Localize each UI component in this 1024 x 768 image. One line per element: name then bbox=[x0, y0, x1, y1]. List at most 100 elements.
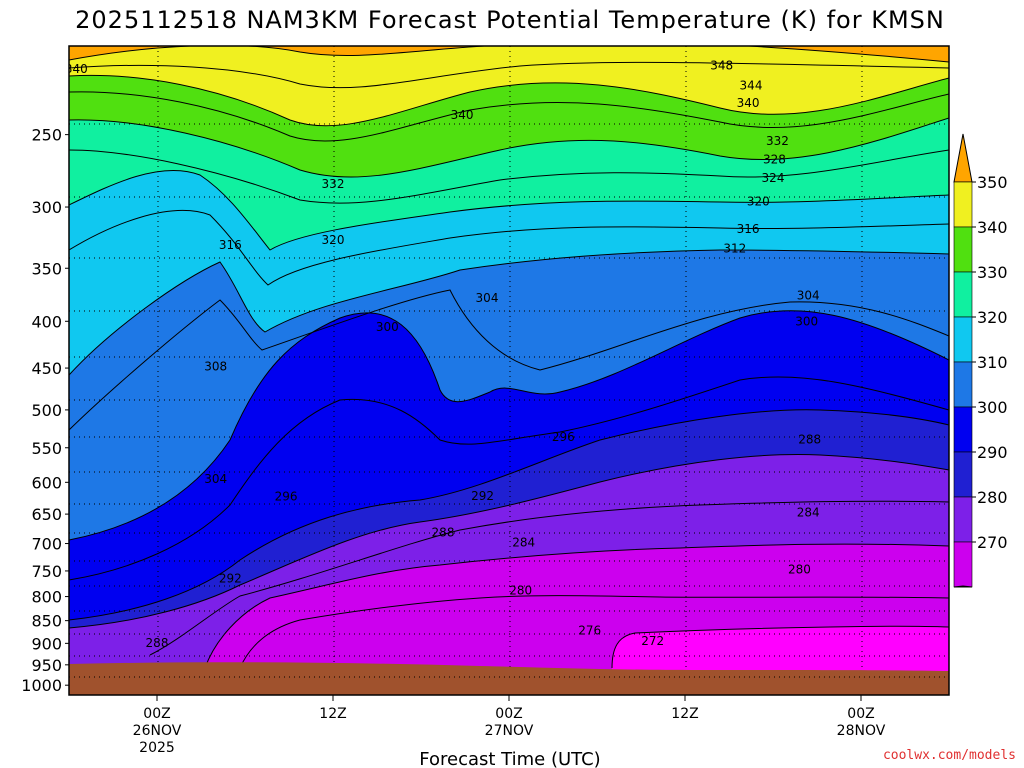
contour-label: 284 bbox=[512, 535, 535, 549]
colorbar-label: 330 bbox=[977, 263, 1008, 282]
contour-label: 332 bbox=[766, 134, 789, 148]
contour-label: 280 bbox=[788, 562, 811, 576]
contour-label: 316 bbox=[219, 238, 242, 252]
colorbar-arrow-bottom bbox=[953, 585, 973, 588]
colorbar-segment bbox=[953, 271, 973, 318]
isentrope-line bbox=[69, 453, 949, 629]
contour-label: 272 bbox=[641, 634, 664, 648]
x-axis-title: Forecast Time (UTC) bbox=[419, 749, 600, 768]
plot-area: 340 348 344 340 340 332 328 324 332 320 316 320 316 3… bbox=[69, 46, 949, 695]
colorbar-arrow-top bbox=[953, 133, 973, 183]
isentrope-line bbox=[69, 169, 949, 251]
contour-label: 304 bbox=[204, 472, 227, 486]
contour-label: 292 bbox=[471, 489, 494, 503]
isentrope-line bbox=[69, 289, 949, 431]
x-tick-label: 2025 bbox=[139, 740, 175, 756]
y-axis: 250 300 350 400 450 500 550 600 650 700 750 800 850 9… bbox=[21, 126, 69, 695]
colorbar-segment bbox=[953, 496, 973, 543]
contour-label: 276 bbox=[578, 623, 601, 637]
contour-label: 288 bbox=[432, 526, 455, 540]
isentrope-line bbox=[149, 500, 949, 656]
x-tick-label: 00Z bbox=[847, 706, 874, 722]
y-tick-label: 800 bbox=[31, 588, 62, 607]
contour-label: 284 bbox=[797, 505, 820, 519]
colorbar-label: 270 bbox=[977, 533, 1008, 552]
isentrope-line bbox=[69, 310, 949, 541]
isentrope-line bbox=[69, 74, 949, 127]
x-tick-label: 28NOV bbox=[837, 723, 886, 739]
y-tick-label: 400 bbox=[31, 312, 62, 331]
colorbar-segment bbox=[953, 316, 973, 363]
y-tick-label: 750 bbox=[31, 562, 62, 581]
isentrope-line bbox=[69, 249, 949, 376]
isentrope-line bbox=[204, 543, 949, 669]
grid-lines bbox=[69, 46, 949, 695]
contour-label: 280 bbox=[509, 584, 532, 598]
contour-label: 296 bbox=[275, 490, 298, 504]
isentrope-line bbox=[69, 409, 949, 621]
contour-label: 348 bbox=[710, 58, 733, 72]
x-tick-label: 00Z bbox=[495, 706, 522, 722]
colorbar-segment bbox=[953, 361, 973, 408]
contour-label: 320 bbox=[322, 233, 345, 247]
contour-label: 300 bbox=[376, 320, 399, 334]
contour-label: 340 bbox=[737, 96, 760, 110]
y-tick-label: 350 bbox=[31, 259, 62, 278]
x-tick-label: 26NOV bbox=[133, 723, 182, 739]
x-tick-label: 12Z bbox=[319, 706, 346, 722]
isentrope-line bbox=[239, 595, 949, 669]
colorbar-segment bbox=[953, 406, 973, 453]
isentrope-line bbox=[69, 46, 949, 63]
contour-label: 288 bbox=[798, 433, 821, 447]
y-tick-label: 450 bbox=[31, 359, 62, 378]
colorbar-label: 290 bbox=[977, 443, 1008, 462]
colorbar-segment bbox=[953, 451, 973, 498]
colorbar-segment bbox=[953, 541, 973, 588]
y-tick-label: 700 bbox=[31, 535, 62, 554]
contour-labels: 340 348 344 340 340 332 328 324 332 320 316 320 316 3… bbox=[69, 58, 821, 650]
contour-label: 340 bbox=[451, 108, 474, 122]
x-tick-label: 27NOV bbox=[485, 723, 534, 739]
contour-label: 296 bbox=[552, 430, 575, 444]
contour-label: 344 bbox=[740, 79, 763, 93]
credit-text: coolwx.com/models bbox=[883, 748, 1016, 763]
isentrope-line bbox=[611, 625, 949, 669]
isentrope-line bbox=[69, 117, 949, 178]
contour-label: 320 bbox=[747, 195, 770, 209]
contour-label: 308 bbox=[204, 359, 227, 373]
isentrope-line bbox=[69, 149, 949, 204]
y-tick-label: 850 bbox=[31, 612, 62, 631]
y-tick-label: 1000 bbox=[21, 676, 62, 695]
isentrope-line bbox=[69, 91, 949, 142]
chart-title: 2025112518 NAM3KM Forecast Potential Tem… bbox=[75, 6, 945, 34]
isentrope-line bbox=[69, 210, 949, 286]
colorbar-segment bbox=[953, 226, 973, 273]
x-tick-label: 12Z bbox=[671, 706, 698, 722]
y-tick-label: 500 bbox=[31, 401, 62, 420]
contour-label: 324 bbox=[762, 171, 785, 185]
colorbar-label: 340 bbox=[977, 218, 1008, 237]
isentrope-line bbox=[69, 376, 949, 581]
contour-label: 328 bbox=[763, 152, 786, 166]
y-tick-label: 950 bbox=[31, 656, 62, 675]
ground-below-surface bbox=[69, 662, 949, 695]
colorbar-label: 300 bbox=[977, 398, 1008, 417]
y-tick-label: 650 bbox=[31, 505, 62, 524]
isentrope-line bbox=[69, 61, 949, 89]
y-tick-label: 250 bbox=[31, 126, 62, 145]
y-tick-label: 900 bbox=[31, 634, 62, 653]
contour-label: 332 bbox=[322, 177, 345, 191]
colorbar-label: 320 bbox=[977, 308, 1008, 327]
y-tick-label: 600 bbox=[31, 473, 62, 492]
y-tick-label: 550 bbox=[31, 439, 62, 458]
colorbar-segment bbox=[953, 181, 973, 228]
y-tick-label: 300 bbox=[31, 198, 62, 217]
colorbar-label: 280 bbox=[977, 488, 1008, 507]
isentropes bbox=[69, 46, 949, 669]
contour-label: 304 bbox=[476, 291, 499, 305]
contour-label: 316 bbox=[737, 222, 760, 236]
colorbar: 350 340 330 320 310 300 290 280 270 bbox=[953, 133, 1008, 588]
colorbar-label: 350 bbox=[977, 173, 1008, 192]
